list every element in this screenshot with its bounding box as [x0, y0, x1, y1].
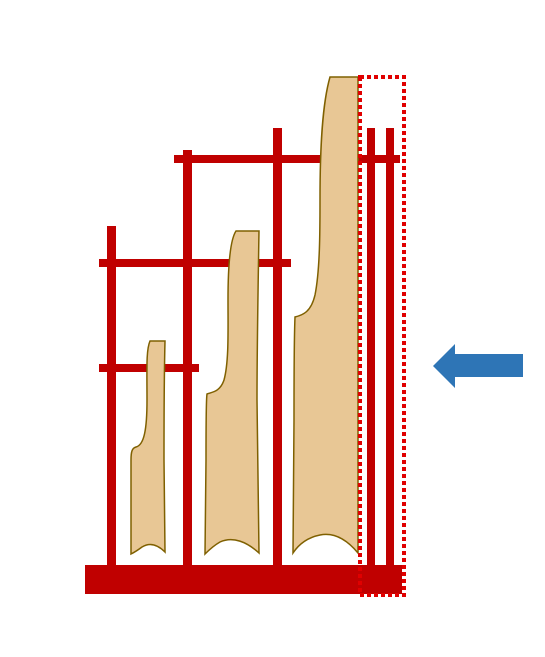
highlight-box	[358, 75, 406, 597]
arrow-left-icon	[433, 344, 523, 388]
frame-post-5	[386, 128, 394, 566]
frame-post-1	[107, 226, 116, 566]
frame-crossbar-top	[174, 155, 400, 163]
frame-base	[85, 565, 402, 594]
frame-post-4	[367, 128, 375, 566]
large-piece	[292, 76, 359, 556]
bamboo-tubes	[130, 76, 359, 556]
frame-crossbar-middle	[99, 259, 291, 267]
frame-post-3	[273, 128, 282, 566]
medium-piece	[204, 230, 260, 556]
small-piece	[130, 340, 166, 556]
frame-post-2	[183, 150, 192, 566]
